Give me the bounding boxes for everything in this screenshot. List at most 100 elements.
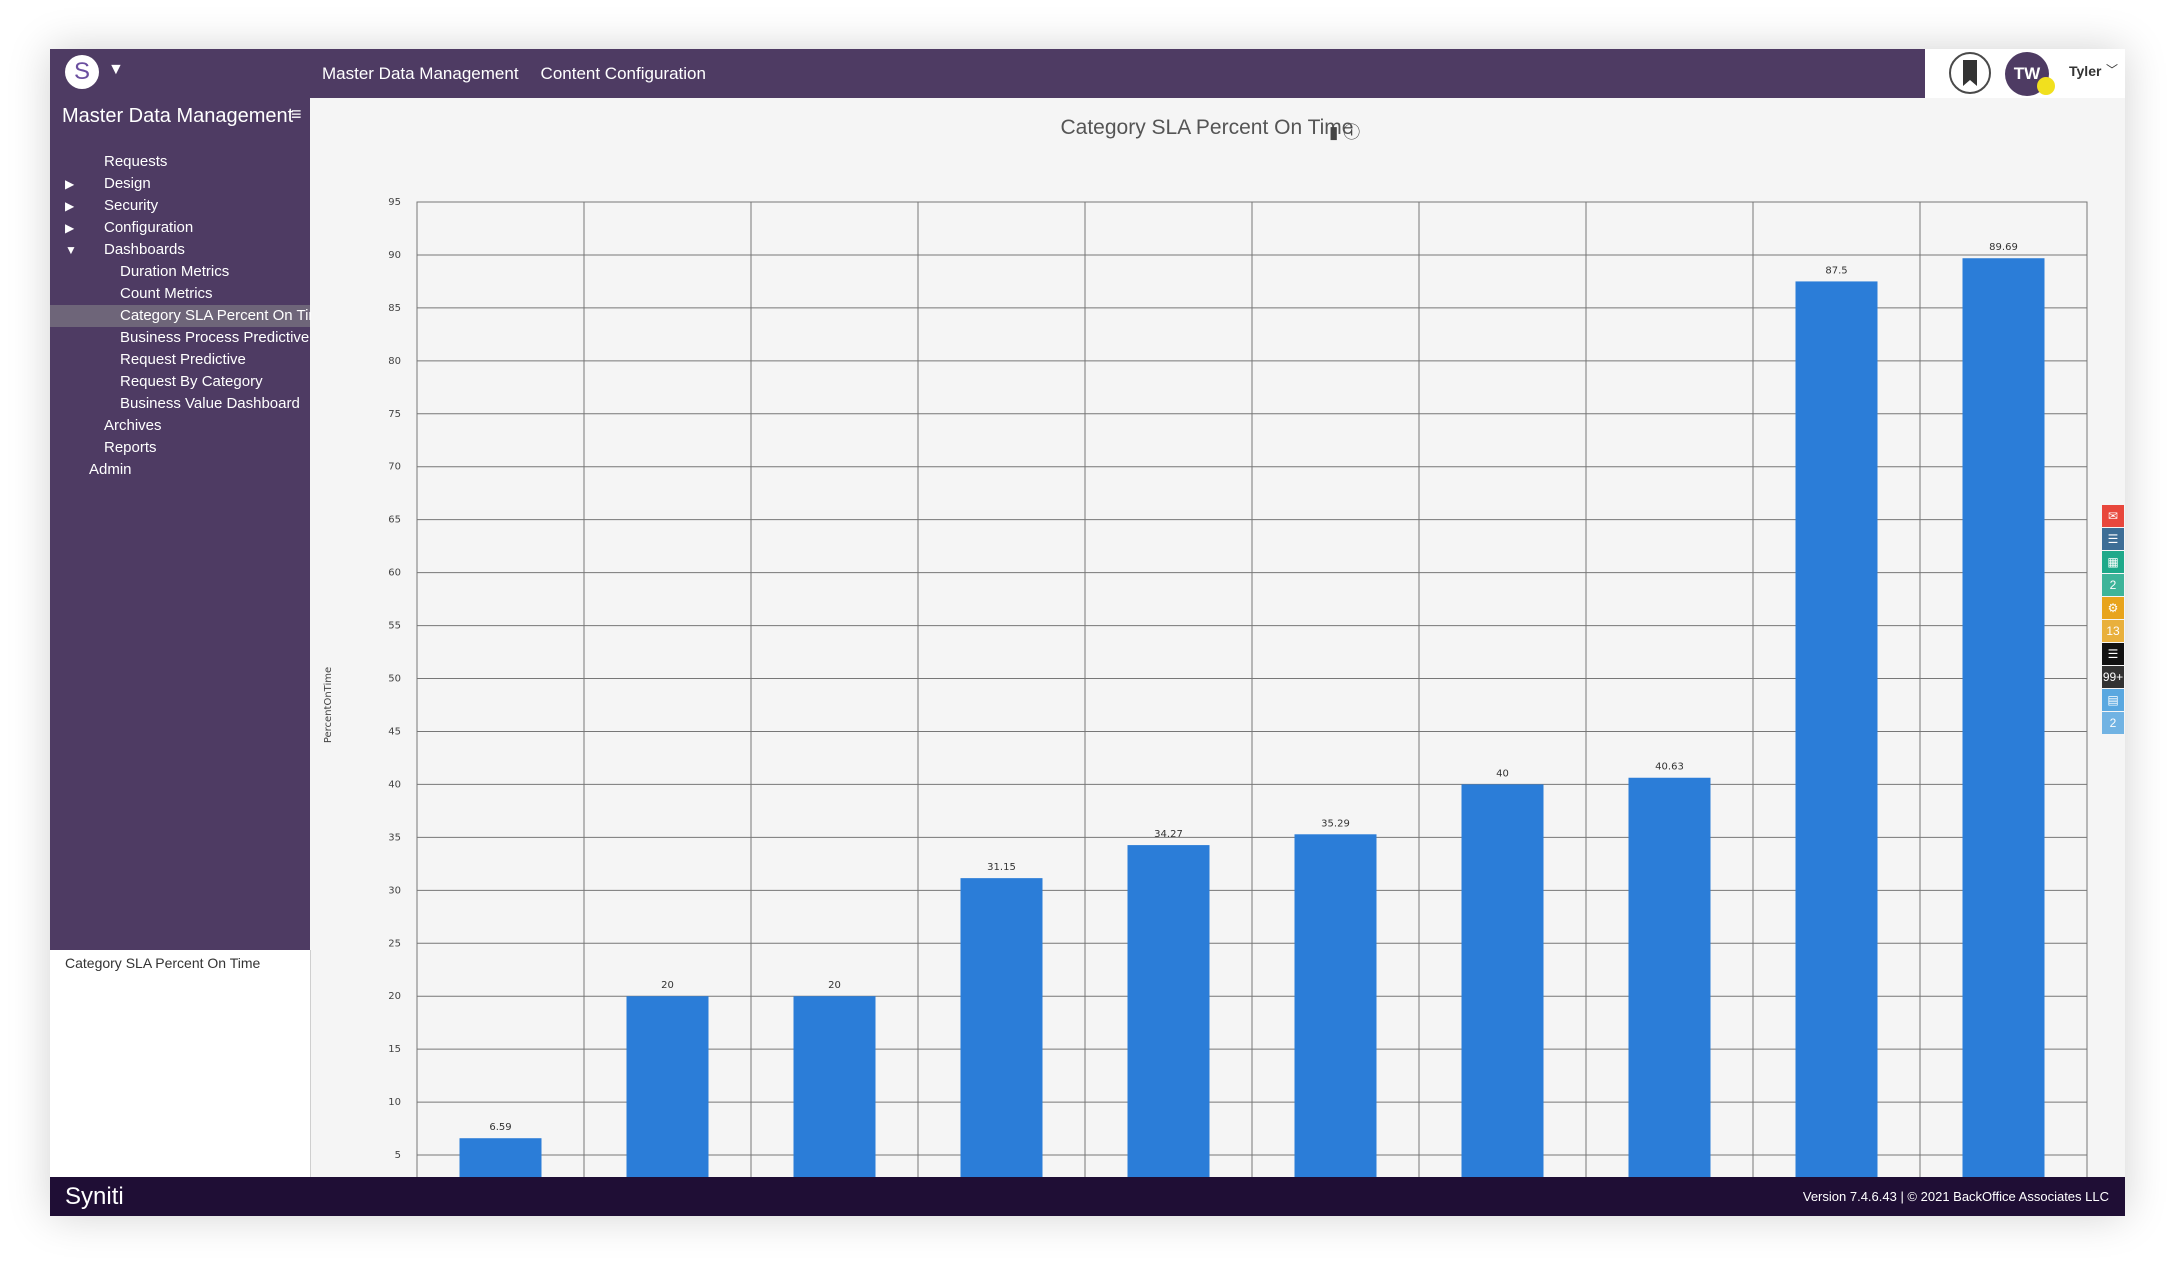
sidebar-item-business-value-dashboard[interactable]: Business Value Dashboard xyxy=(50,393,310,415)
sidebar-item-label: Design xyxy=(104,175,151,192)
tasks-icon[interactable]: ☰ xyxy=(2102,643,2124,665)
top-bar: S ▼ Master Data Management Content Confi… xyxy=(50,49,2125,98)
gear-icon[interactable]: ⚙ xyxy=(2102,597,2124,619)
y-tick-label: 30 xyxy=(388,885,401,896)
y-tick-label: 70 xyxy=(388,462,401,473)
sidebar-item-label: Duration Metrics xyxy=(120,263,230,280)
y-tick-label: 95 xyxy=(388,197,401,208)
sidebar-item-security[interactable]: ▶ Security xyxy=(50,195,310,217)
top-nav: Master Data Management Content Configura… xyxy=(322,49,706,98)
help-icon[interactable]: ⓘ xyxy=(1343,123,1361,142)
y-tick-label: 55 xyxy=(388,621,401,632)
bar-materials xyxy=(1127,845,1210,1208)
notification-count[interactable]: 2 xyxy=(2102,574,2124,596)
bar-expenses xyxy=(1461,784,1544,1208)
app-window: S ▼ Master Data Management Content Confi… xyxy=(50,49,2125,1216)
data-label: 20 xyxy=(828,980,841,991)
y-tick-label: 20 xyxy=(388,991,401,1002)
sidebar: Master Data Management ≡ Requests ▶ Design… xyxy=(50,98,329,950)
caret-right-icon[interactable]: ▶ xyxy=(65,221,75,235)
caret-down-icon[interactable]: ▼ xyxy=(65,243,77,257)
hamburger-menu-icon[interactable]: ≡ xyxy=(291,104,302,124)
user-menu-name[interactable]: Tyler xyxy=(2069,63,2102,79)
data-label: 35.29 xyxy=(1321,818,1350,829)
notification-count[interactable]: 99+ xyxy=(2102,666,2124,688)
sidebar-item-requests[interactable]: Requests xyxy=(50,151,310,173)
sidebar-item-business-process-predictive[interactable]: Business Process Predictive xyxy=(50,327,310,349)
version-text: Version 7.4.6.43 | © 2021 BackOffice Ass… xyxy=(1802,1189,2109,1204)
y-tick-label: 65 xyxy=(388,515,401,526)
bar-hcm xyxy=(1628,777,1711,1208)
sidebar-item-dashboards[interactable]: ▼ Dashboards xyxy=(50,239,310,261)
sidebar-item-label: Admin xyxy=(89,461,132,478)
notification-count[interactable]: 2 xyxy=(2102,712,2124,734)
sidebar-item-configuration[interactable]: ▶ Configuration xyxy=(50,217,310,239)
caret-right-icon[interactable]: ▶ xyxy=(65,199,75,213)
sidebar-title: Master Data Management xyxy=(62,105,294,127)
sidebar-item-archives[interactable]: Archives xyxy=(50,415,310,437)
y-tick-label: 40 xyxy=(388,779,401,790)
y-tick-label: 35 xyxy=(388,832,401,843)
bar-customer-relationship-management xyxy=(793,996,876,1208)
data-label: 31.15 xyxy=(987,862,1016,873)
y-tick-label: 15 xyxy=(388,1044,401,1055)
calendar-icon[interactable]: ▤ xyxy=(2102,689,2124,711)
sidebar-item-reports[interactable]: Reports xyxy=(50,437,310,459)
sidebar-item-request-predictive[interactable]: Request Predictive xyxy=(50,349,310,371)
sidebar-item-admin[interactable]: Admin xyxy=(50,459,310,481)
sidebar-item-label: Reports xyxy=(104,439,157,456)
data-label: 87.5 xyxy=(1825,265,1847,276)
sidebar-item-label: Security xyxy=(104,197,159,214)
nav-master-data-management[interactable]: Master Data Management xyxy=(322,63,519,83)
sidebar-item-duration-metrics[interactable]: Duration Metrics xyxy=(50,261,310,283)
bar-reference-data-management xyxy=(1795,281,1878,1209)
list-icon[interactable]: ☰ xyxy=(2102,528,2124,550)
avatar[interactable]: TW xyxy=(2005,52,2049,96)
sidebar-item-label: Category SLA Percent On Time xyxy=(120,307,330,324)
data-label: 40.63 xyxy=(1655,762,1684,773)
chevron-down-icon[interactable]: ▼ xyxy=(108,61,124,78)
y-tick-label: 5 xyxy=(395,1150,401,1161)
sidebar-item-request-by-category[interactable]: Request By Category xyxy=(50,371,310,393)
notification-strip: ✉ ☰ ▦ 2 ⚙ 13 ☰ 99+ ▤ 2 xyxy=(2102,505,2124,735)
chart-title-icons: ▮ ⓘ xyxy=(1329,118,1360,143)
nav-content-configuration[interactable]: Content Configuration xyxy=(540,63,706,83)
sidebar-tree: Requests ▶ Design ▶ Security ▶ Configuration ▼ D… xyxy=(50,151,329,481)
data-label: 6.59 xyxy=(489,1122,511,1133)
data-label: 40 xyxy=(1496,768,1509,779)
bar-personal-data-management xyxy=(1294,834,1377,1208)
y-axis-label: PercentOnTime xyxy=(323,667,334,743)
y-tick-label: 45 xyxy=(388,726,401,737)
sidebar-item-count-metrics[interactable]: Count Metrics xyxy=(50,283,310,305)
data-label: 20 xyxy=(661,980,674,991)
mobile-icon[interactable]: ▮ xyxy=(1329,123,1339,142)
mail-icon[interactable]: ✉ xyxy=(2102,505,2124,527)
sidebar-item-design[interactable]: ▶ Design xyxy=(50,173,310,195)
app-logo[interactable]: S xyxy=(65,55,99,89)
sidebar-item-label: Archives xyxy=(104,417,162,434)
chevron-down-icon[interactable]: ﹀ xyxy=(2106,63,2119,77)
y-tick-label: 50 xyxy=(388,674,401,685)
chart-header: Category SLA Percent On Time ▮ ⓘ xyxy=(311,98,2103,144)
sidebar-item-label: Dashboards xyxy=(104,241,185,258)
bar-chart: 051015202530354045505560657075808590956.… xyxy=(323,197,2088,1216)
sidebar-item-label: Request By Category xyxy=(120,373,263,390)
sidebar-item-category-sla-percent-on-time[interactable]: Category SLA Percent On Time xyxy=(50,305,329,327)
data-label: 89.69 xyxy=(1989,242,2018,253)
sidebar-item-label: Business Process Predictive xyxy=(120,329,310,346)
bookmark-button[interactable] xyxy=(1949,52,1991,94)
notification-count[interactable]: 13 xyxy=(2102,620,2124,642)
sidebar-item-label: Requests xyxy=(104,153,168,170)
current-page-label: Category SLA Percent On Time xyxy=(65,955,261,971)
caret-right-icon[interactable]: ▶ xyxy=(65,177,75,191)
sidebar-item-label: Count Metrics xyxy=(120,285,213,302)
y-tick-label: 25 xyxy=(388,938,401,949)
data-label: 34.27 xyxy=(1154,829,1183,840)
y-tick-label: 90 xyxy=(388,250,401,261)
map-icon[interactable]: ▦ xyxy=(2102,551,2124,573)
sidebar-item-label: Configuration xyxy=(104,219,194,236)
bookmark-icon xyxy=(1963,60,1977,86)
presence-indicator xyxy=(2037,77,2055,95)
bar-catalog xyxy=(626,996,709,1208)
footer-bar: Syniti Version 7.4.6.43 | © 2021 BackOff… xyxy=(50,1177,2125,1216)
